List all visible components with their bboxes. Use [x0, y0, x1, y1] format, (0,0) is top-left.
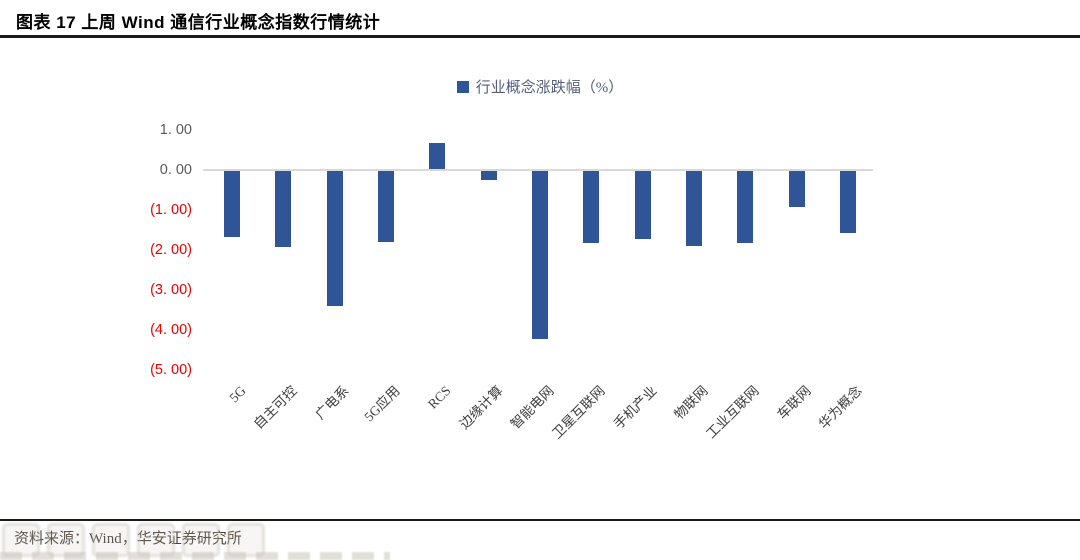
y-axis-tick-label: (3. 00)	[150, 282, 192, 298]
title-divider	[0, 35, 1080, 38]
page-title: 图表 17 上周 Wind 通信行业概念指数行情统计	[16, 13, 381, 32]
chart-legend: 行业概念涨跌幅（%）	[0, 76, 1080, 97]
y-axis-tick-label: 0. 00	[159, 162, 192, 178]
y-axis-tick-label: (1. 00)	[150, 202, 192, 218]
bar	[224, 171, 240, 237]
legend-swatch-icon	[456, 80, 469, 93]
y-axis-tick-label: (4. 00)	[150, 322, 192, 338]
legend-label: 行业概念涨跌幅（%）	[475, 80, 624, 96]
bar	[327, 171, 343, 306]
bar	[532, 171, 548, 339]
bar	[737, 171, 753, 243]
bar	[635, 171, 651, 239]
bar	[583, 171, 599, 243]
source-text: 资料来源：Wind，华安证券研究所	[14, 531, 242, 547]
bar	[378, 171, 394, 242]
bar	[481, 171, 497, 180]
y-axis-tick-label: (5. 00)	[150, 362, 192, 378]
footer-divider	[0, 519, 1080, 521]
y-axis-tick-label: (2. 00)	[150, 242, 192, 258]
bar	[686, 171, 702, 246]
bar	[789, 171, 805, 207]
y-axis-tick-label: 1. 00	[159, 122, 192, 138]
bar	[429, 143, 445, 169]
bar	[840, 171, 856, 233]
zero-axis-line	[203, 169, 873, 171]
bar	[275, 171, 291, 247]
